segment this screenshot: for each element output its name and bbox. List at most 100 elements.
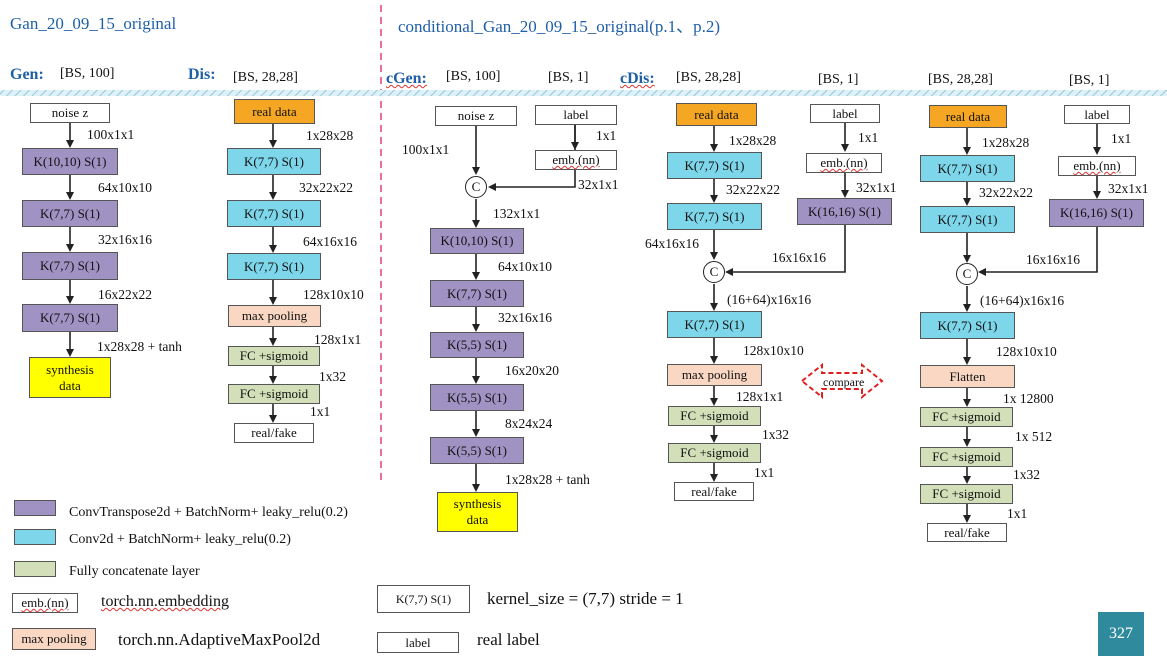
cgen-shape-4: 64x10x10 [498,259,552,274]
compare-arrow [800,362,884,400]
gen-shape-2: 32x16x16 [98,232,152,247]
cgen-embedding: emb.(nn) [535,150,617,170]
cdis-label-conv: K(16,16) S(1) [797,198,892,225]
gen-shape-4: 1x28x28 + tanh [97,339,182,354]
cgen-shape-6: 16x20x20 [505,363,559,378]
gen-layer-2: K(7,7) S(1) [22,252,118,280]
legend-cyan-text: Conv2d + BatchNorm+ leaky_relu(0.2) [69,532,291,547]
dis-layer-2: K(7,7) S(1) [227,253,321,280]
cgen-label-input: label [535,105,617,125]
legend-emb-box: emb.(nn) [12,593,78,613]
cdis-shape-7: 128x10x10 [743,343,804,358]
cdis2-layer-1: K(7,7) S(1) [920,206,1015,233]
cgen-label-shape: [BS, 1] [548,70,589,85]
legend-swatch-green [14,561,56,577]
compare-label: compare [823,375,865,389]
cgen-layer-1: K(7,7) S(1) [430,280,524,307]
cdis-shape-1: 32x22x22 [726,182,780,197]
cdis-shape-8: 128x1x1 [736,389,784,404]
cdis-max-pooling: max pooling [667,364,762,386]
cdis2-shape-label: 1x1 [1111,131,1132,146]
cdis2-shape-0: 1x28x28 [982,135,1030,150]
cdis2-shape-1: 32x22x22 [979,185,1033,200]
cgen-input-shape: [BS, 100] [446,69,501,84]
cdis2-shape-9: 1x32 [1013,467,1040,482]
cdis2-input-shape: [BS, 28,28] [928,72,993,87]
cgen-shape-label: 1x1 [596,128,617,143]
dis-shape-2: 64x16x16 [303,234,357,249]
dis-shape-6: 1x1 [310,404,331,419]
gen-layer-3: K(7,7) S(1) [22,304,118,332]
cdis2-fc-2: FC +sigmoid [920,484,1013,504]
legend-k-box: K(7,7) S(1) [377,585,470,613]
cgen-layer-0: K(10,10) S(1) [430,228,524,254]
dis-real-data-input: real data [234,99,315,124]
cdis2-shape-7: 1x 12800 [1003,391,1054,406]
gen-shape-3: 16x22x22 [98,287,152,302]
cgen-shape-8: 1x28x28 + tanh [505,472,590,487]
cdis-label-shape: [BS, 1] [818,72,859,87]
dis-input-shape: [BS, 28,28] [233,70,298,85]
gen-shape-1: 64x10x10 [98,180,152,195]
cgen-noise-input: noise z [435,106,517,126]
cgen-header: cGen: [386,70,427,87]
gen-shape-0: 100x1x1 [87,127,135,142]
cdis-shape-emb: 32x1x1 [856,180,897,195]
cdis2-real-data-input: real data [929,105,1007,128]
gen-header: Gen: [10,66,44,83]
dis-shape-0: 1x28x28 [306,128,354,143]
legend-label-text: real label [477,630,540,649]
cdis2-label-input: label [1064,105,1130,124]
dis-output-realfake: real/fake [234,423,314,443]
cdis2-layer-0: K(7,7) S(1) [920,155,1015,182]
cdis-fc-0: FC +sigmoid [668,406,761,426]
page-number-badge: 327 [1098,612,1144,656]
cdis2-shape-10: 1x1 [1007,506,1028,521]
cdis2-label-shape: [BS, 1] [1069,73,1110,88]
dis-header: Dis: [188,66,216,83]
legend-pool-box: max pooling [12,628,96,650]
cdis2-output-realfake: real/fake [927,523,1007,542]
gen-input-shape: [BS, 100] [60,66,115,81]
cdis-header: cDis: [620,70,655,87]
cgen-shape-concat: 132x1x1 [493,206,541,221]
dis-fc-1: FC +sigmoid [228,384,320,404]
cdis2-layer-2: K(7,7) S(1) [920,312,1015,339]
cdis-shape-concat: (16+64)x16x16 [727,292,812,307]
cdis-shape-0: 1x28x28 [729,133,777,148]
legend-label-box: label [377,632,459,653]
legend-purple-text: ConvTranspose2d + BatchNorm+ leaky_relu(… [69,505,348,520]
cdis2-shape-6: 128x10x10 [996,344,1057,359]
gen-noise-input: noise z [30,103,110,123]
gen-output-synthesis: synthesis data [29,357,111,398]
cdis-label-input: label [810,104,880,123]
cdis-fc-1: FC +sigmoid [668,443,761,463]
cdis2-flatten: Flatten [920,365,1015,388]
cgen-concat-node: C [465,176,487,198]
cdis2-label-conv: K(16,16) S(1) [1049,199,1144,227]
legend-swatch-cyan [14,529,56,545]
legend-swatch-purple [14,500,56,516]
cdis2-shape-concat: (16+64)x16x16 [980,293,1065,308]
cdis-input-shape: [BS, 28,28] [676,70,741,85]
dis-layer-0: K(7,7) S(1) [227,148,321,175]
dis-max-pooling: max pooling [228,305,321,327]
cdis-shape-label-conv: 16x16x16 [772,250,826,265]
legend-k-text: kernel_size = (7,7) stride = 1 [487,589,684,608]
cdis-layer-1: K(7,7) S(1) [667,203,762,230]
legend-emb-text: torch.nn.embedding [101,593,229,610]
cdis-embedding: emb.(nn) [806,153,882,173]
cdis2-fc-0: FC +sigmoid [920,407,1013,427]
cgen-shape-noise: 100x1x1 [402,142,450,157]
dis-fc-0: FC +sigmoid [228,346,320,366]
legend-green-text: Fully concatenate layer [69,564,200,579]
gen-layer-0: K(10,10) S(1) [22,148,118,175]
cdis-shape-label: 1x1 [858,130,879,145]
cdis-output-realfake: real/fake [674,482,754,501]
cdis2-shape-emb: 32x1x1 [1108,181,1149,196]
cdis2-fc-1: FC +sigmoid [920,447,1013,467]
right-title: conditional_Gan_20_09_15_original(p.1、p.… [398,17,721,36]
cdis-layer-2: K(7,7) S(1) [667,311,762,338]
cdis-concat-node: C [703,261,725,283]
